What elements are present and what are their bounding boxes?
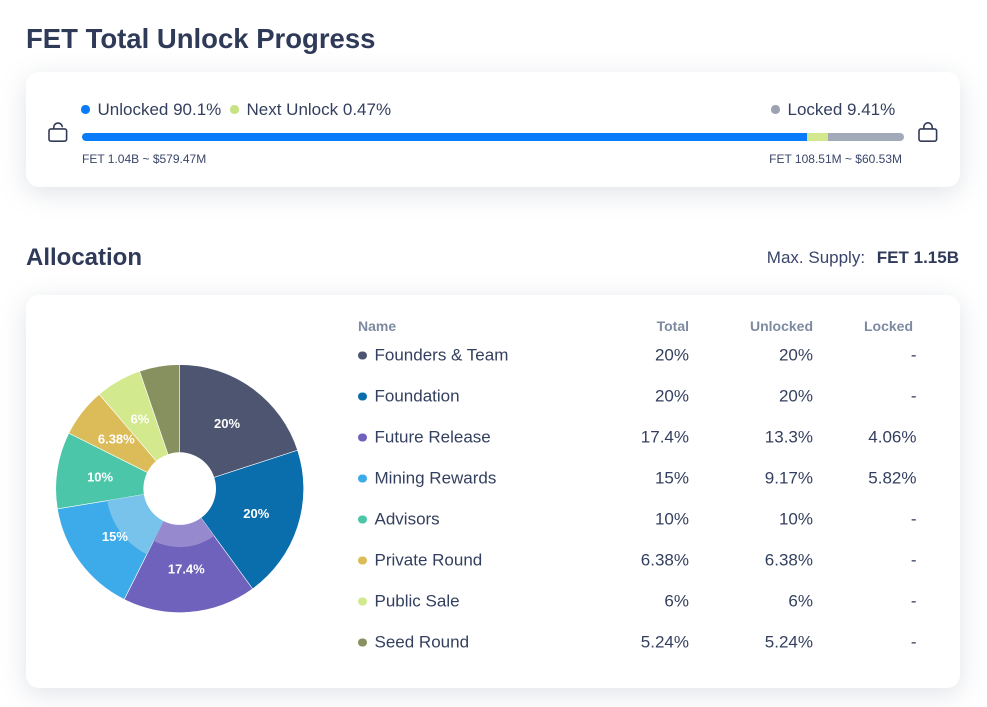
svg-text:20%: 20% [214, 416, 240, 431]
svg-text:17.4%: 17.4% [168, 562, 205, 577]
svg-text:6.38%: 6.38% [98, 432, 135, 447]
svg-text:15%: 15% [102, 529, 128, 544]
svg-text:20%: 20% [243, 506, 269, 521]
svg-text:10%: 10% [87, 469, 113, 484]
svg-text:6%: 6% [131, 411, 150, 426]
